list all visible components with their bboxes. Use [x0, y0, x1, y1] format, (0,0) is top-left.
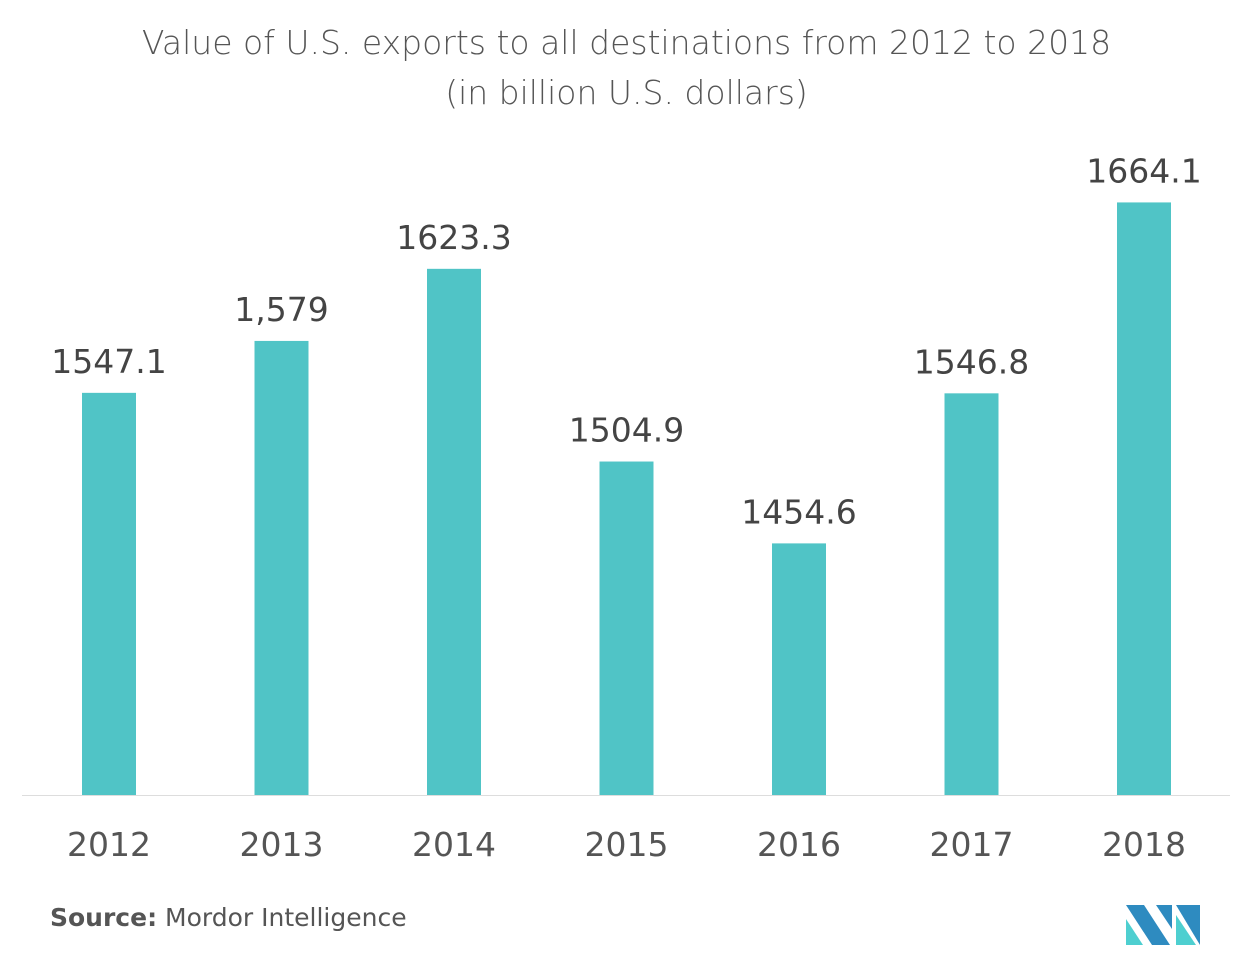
subtitle-line: (in billion U.S. dollars)	[445, 73, 808, 112]
bar-2012	[82, 392, 136, 795]
x-tick-label-2017: 2017	[930, 825, 1014, 864]
data-label-2016: 1454.6	[741, 492, 856, 531]
mordor-logo	[1126, 905, 1200, 945]
x-tick-label-2012: 2012	[67, 825, 151, 864]
x-tick-label-2018: 2018	[1102, 825, 1186, 864]
bar-2016	[772, 543, 826, 795]
logo-shape	[1156, 905, 1172, 929]
logo-shape	[1126, 905, 1170, 945]
bar-2014	[427, 268, 481, 796]
logo-shape	[1126, 919, 1143, 945]
logo-shape	[1176, 915, 1196, 945]
x-tick-label-2016: 2016	[757, 825, 841, 864]
bar-2018	[1117, 202, 1171, 795]
source-label: Source:	[50, 903, 158, 932]
data-label-2015: 1504.9	[569, 411, 684, 450]
chart-title: Value of U.S. exports to all destination…	[0, 18, 1253, 118]
source-note: Source: Mordor Intelligence	[50, 903, 407, 932]
data-label-2012: 1547.1	[51, 342, 166, 381]
source-text: Mordor Intelligence	[165, 903, 407, 932]
logo-shape	[1176, 905, 1200, 945]
bar-chart: 1547.1 2012 1,579 2013 1623.3 2014 1504.9 2015 1…	[22, 151, 1230, 864]
data-label-2014: 1623.3	[396, 218, 511, 257]
bar-2015	[599, 461, 654, 795]
bar-2017	[944, 393, 999, 795]
title-line: Value of U.S. exports to all destination…	[141, 23, 1112, 62]
data-label-2013: 1,579	[234, 290, 328, 329]
data-label-2018: 1664.1	[1086, 151, 1201, 190]
x-tick-label-2014: 2014	[412, 825, 496, 864]
x-tick-label-2015: 2015	[585, 825, 669, 864]
bar-2013	[254, 340, 309, 795]
data-label-2017: 1546.8	[914, 342, 1029, 381]
x-tick-label-2013: 2013	[240, 825, 324, 864]
